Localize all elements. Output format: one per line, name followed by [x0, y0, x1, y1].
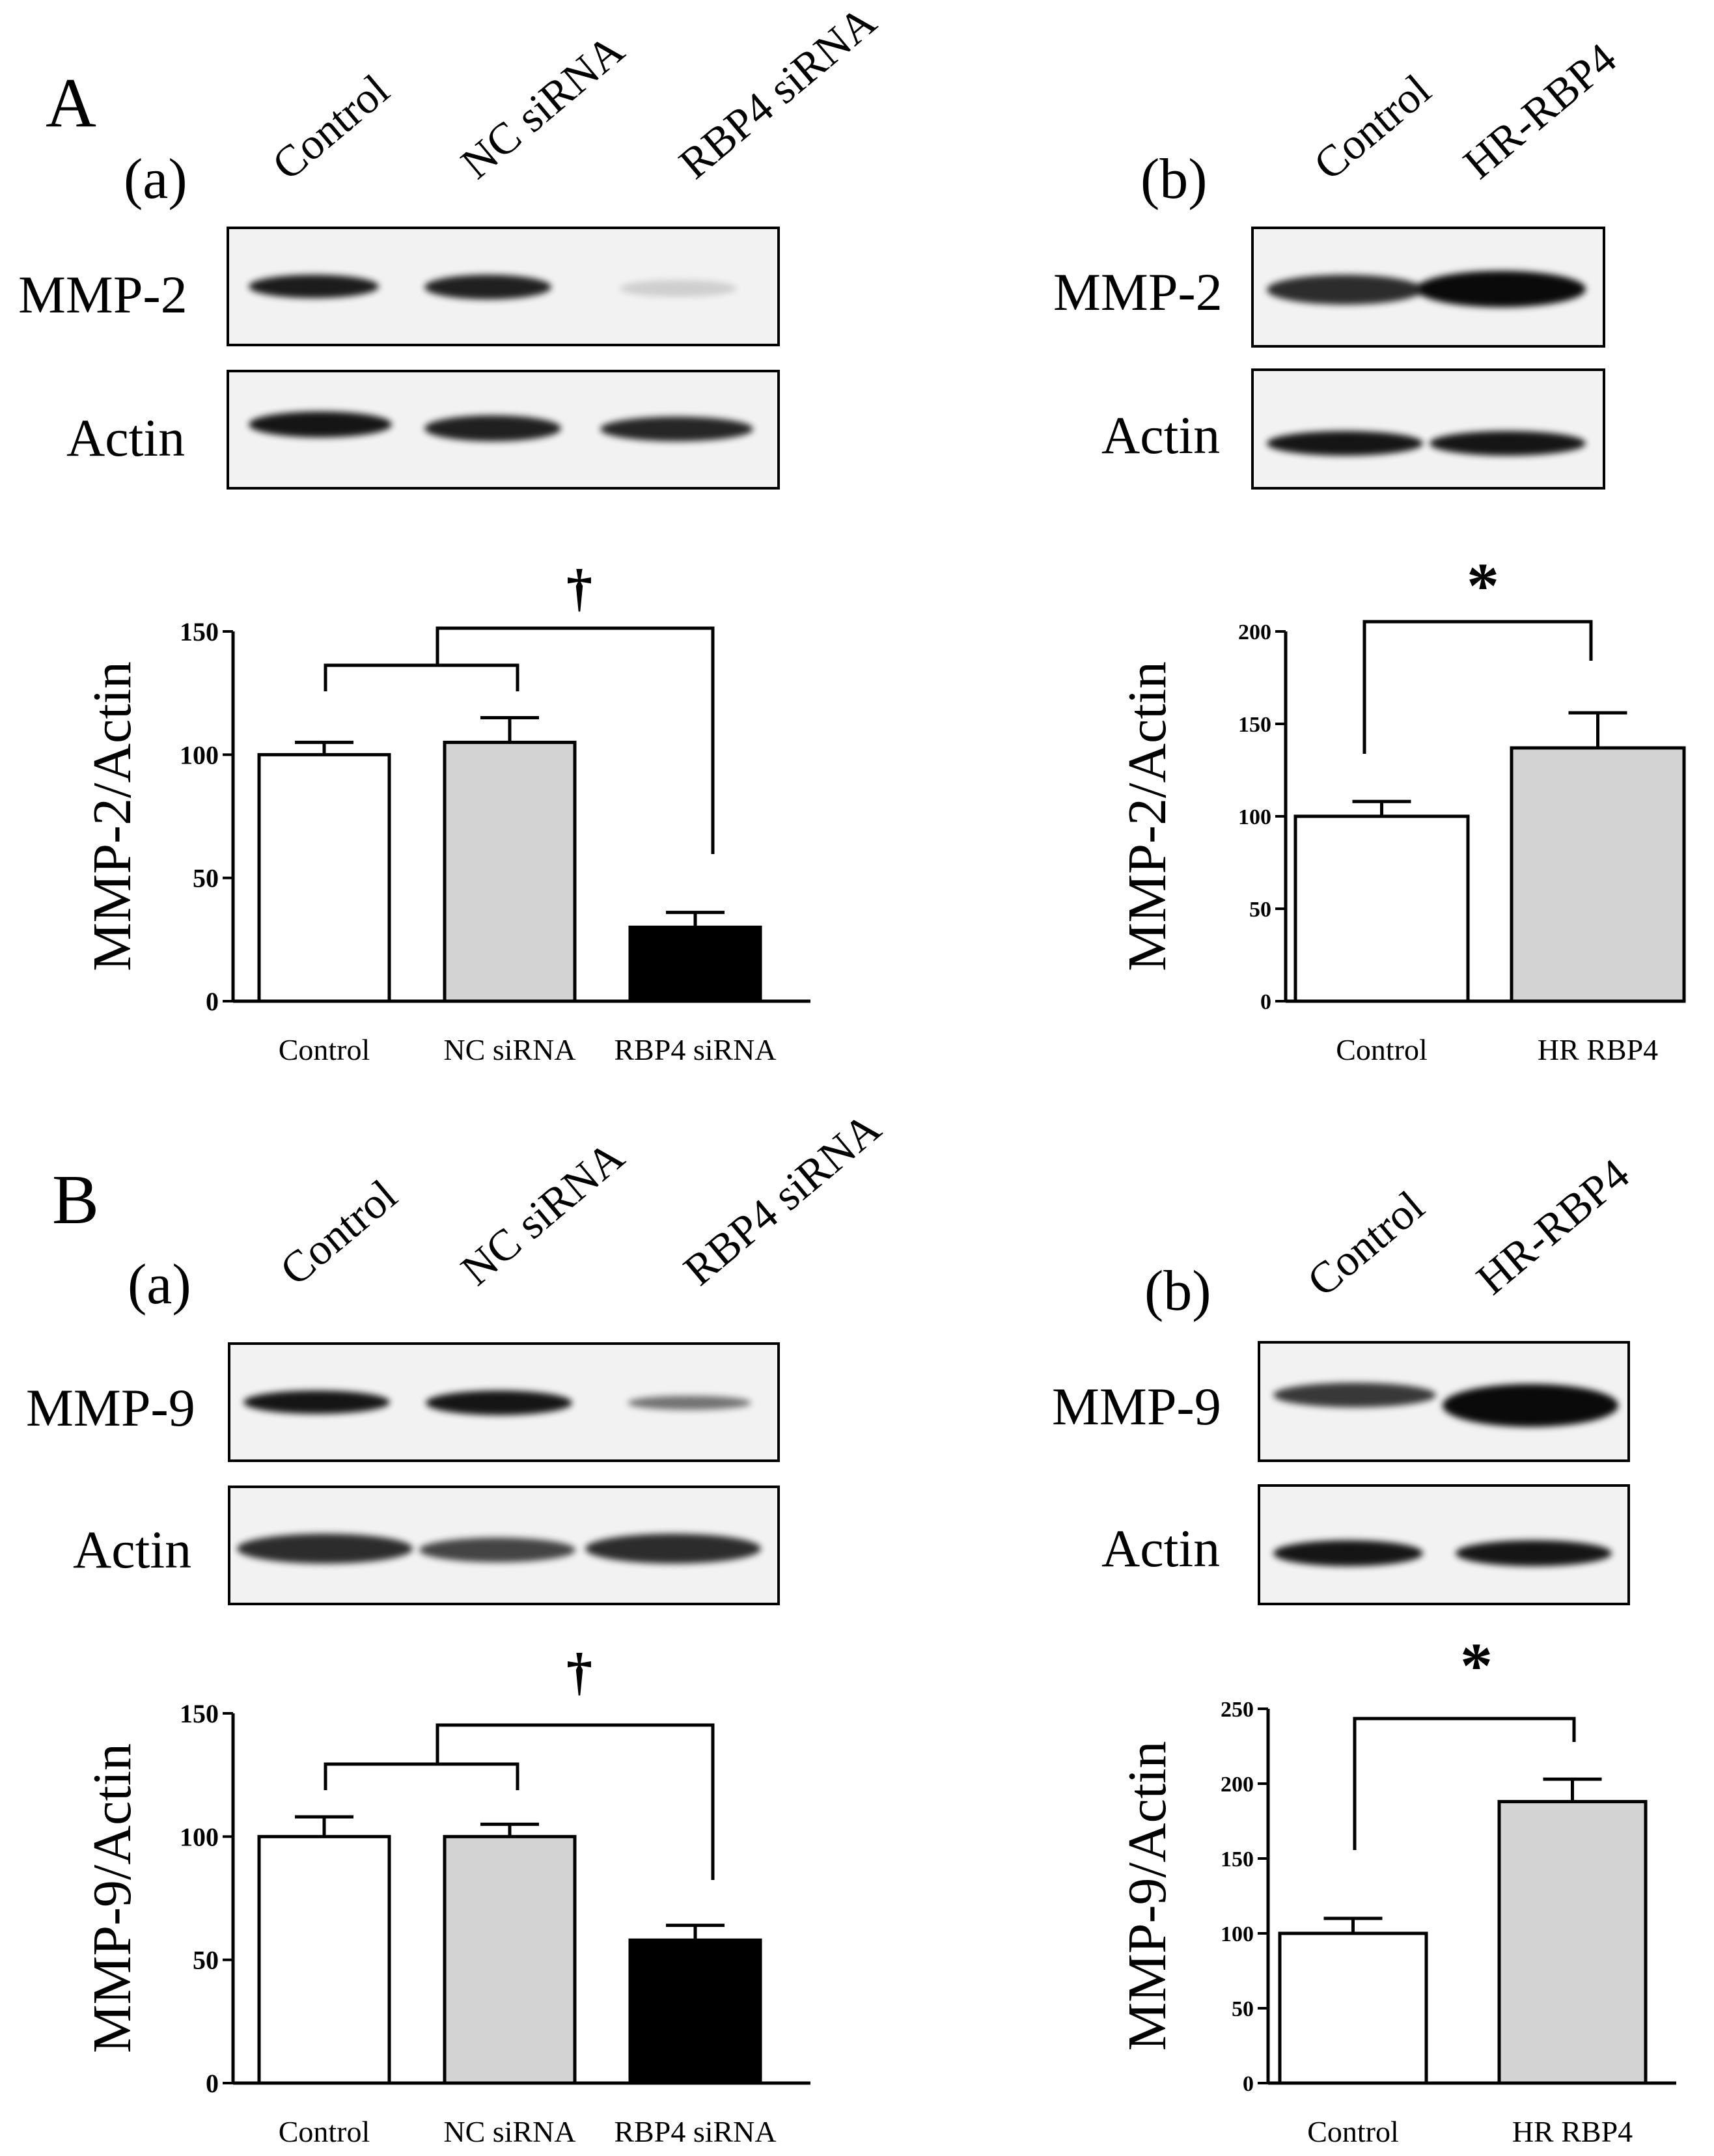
sub-label-b-b: (b) — [1144, 1260, 1211, 1323]
blot-band — [1267, 431, 1423, 456]
blot-band — [419, 1538, 575, 1562]
y-tick-label: 100 — [1221, 1922, 1254, 1946]
blot-row-label: MMP-2 — [1053, 262, 1223, 322]
x-tick-label: HR RBP4 — [1512, 2115, 1633, 2148]
y-tick-label: 50 — [1249, 898, 1271, 922]
x-tick-label: Control — [1336, 1033, 1428, 1066]
x-tick-label: Control — [279, 2115, 370, 2148]
blot-band — [585, 1534, 761, 1564]
western-blot-mmp9 — [1258, 1341, 1630, 1462]
y-tick-label: 50 — [1232, 1997, 1254, 2021]
y-axis-label: MMP-2/Actin — [82, 661, 143, 971]
significance-marker: † — [566, 560, 592, 617]
x-tick-label: Control — [279, 1033, 370, 1066]
y-tick-label: 0 — [206, 2069, 219, 2098]
bar — [1293, 814, 1470, 1003]
blot-row-label: Actin — [66, 408, 186, 467]
significance-bracket — [324, 663, 519, 691]
western-blot-actin — [1258, 1484, 1630, 1605]
blot-row-label: MMP-2 — [18, 265, 187, 324]
significance-bracket — [435, 626, 715, 854]
y-axis-label: MMP-9/Actin — [1117, 1741, 1178, 2051]
significance-marker: * — [1460, 1629, 1493, 1702]
blot-row-label: MMP-9 — [1052, 1377, 1221, 1436]
blot-band — [628, 1396, 751, 1410]
y-tick-label: 200 — [1238, 620, 1271, 644]
western-blot-actin — [228, 1486, 780, 1605]
blot-band — [1267, 275, 1423, 305]
blot-band — [237, 1534, 413, 1564]
sub-label-b-a: (a) — [128, 1253, 191, 1316]
bar — [1510, 746, 1686, 1003]
blot-band — [249, 275, 379, 298]
y-tick-label: 0 — [1260, 990, 1271, 1014]
blot-band — [1456, 1540, 1612, 1566]
blot-band — [243, 1390, 390, 1414]
blot-band — [426, 1390, 572, 1415]
western-blot-mmp9 — [228, 1342, 780, 1462]
blot-band — [620, 280, 737, 297]
significance-marker: * — [1467, 549, 1499, 622]
bar — [1497, 1800, 1648, 2085]
y-tick-label: 150 — [1238, 713, 1271, 737]
y-tick-label: 150 — [1221, 1847, 1254, 1872]
x-tick-label: Control — [1307, 2115, 1399, 2148]
bar — [443, 740, 577, 1003]
y-axis-label: MMP-2/Actin — [1117, 661, 1178, 971]
blot-row-label: MMP-9 — [26, 1378, 195, 1437]
sub-label-a-b: (b) — [1140, 148, 1208, 211]
blot-band — [424, 275, 551, 299]
bar — [628, 1938, 762, 2085]
y-tick-label: 150 — [180, 1699, 219, 1728]
y-tick-label: 250 — [1221, 1698, 1254, 1722]
significance-bracket — [1362, 620, 1593, 754]
y-tick-label: 50 — [193, 864, 219, 893]
x-tick-label: RBP4 siRNA — [614, 2115, 776, 2148]
y-tick-label: 100 — [180, 1822, 219, 1851]
western-blot-mmp2 — [227, 227, 780, 346]
sub-label-a-a: (a) — [124, 148, 187, 211]
western-blot-mmp2 — [1251, 227, 1605, 348]
x-tick-label: RBP4 siRNA — [614, 1033, 776, 1066]
significance-marker: † — [566, 1644, 592, 1701]
x-tick-label: NC siRNA — [443, 1033, 575, 1066]
y-tick-label: 150 — [180, 617, 219, 646]
blot-band — [249, 411, 392, 437]
blot-row-label: Actin — [1101, 1519, 1221, 1578]
blot-band — [1273, 1540, 1423, 1566]
blot-band — [424, 415, 561, 441]
blot-band — [1430, 431, 1586, 456]
blot-row-label: Actin — [73, 1520, 192, 1579]
y-tick-label: 50 — [193, 1946, 219, 1975]
blot-band — [1273, 1383, 1436, 1407]
bar — [443, 1834, 577, 2085]
significance-bracket — [1353, 1717, 1576, 1850]
bar — [1278, 1931, 1428, 2085]
y-tick-label: 0 — [206, 987, 219, 1016]
western-blot-actin — [227, 370, 780, 490]
bar — [628, 925, 762, 1003]
blot-band — [1417, 271, 1586, 307]
panel-letter-a: A — [46, 64, 96, 142]
y-tick-label: 100 — [1238, 805, 1271, 829]
blot-row-label: Actin — [1101, 406, 1221, 465]
blot-band — [600, 417, 753, 441]
y-axis-label: MMP-9/Actin — [82, 1743, 143, 2053]
significance-bracket — [435, 1723, 715, 1880]
panel-letter-b: B — [52, 1161, 100, 1239]
y-tick-label: 0 — [1243, 2072, 1254, 2096]
blot-band — [1443, 1384, 1618, 1427]
bar — [257, 1834, 391, 2085]
western-blot-actin — [1251, 368, 1605, 490]
y-tick-label: 100 — [180, 740, 219, 769]
bar — [257, 753, 391, 1003]
x-tick-label: NC siRNA — [443, 2115, 575, 2148]
y-tick-label: 200 — [1221, 1773, 1254, 1797]
x-tick-label: HR RBP4 — [1538, 1033, 1658, 1066]
significance-bracket — [324, 1762, 519, 1790]
